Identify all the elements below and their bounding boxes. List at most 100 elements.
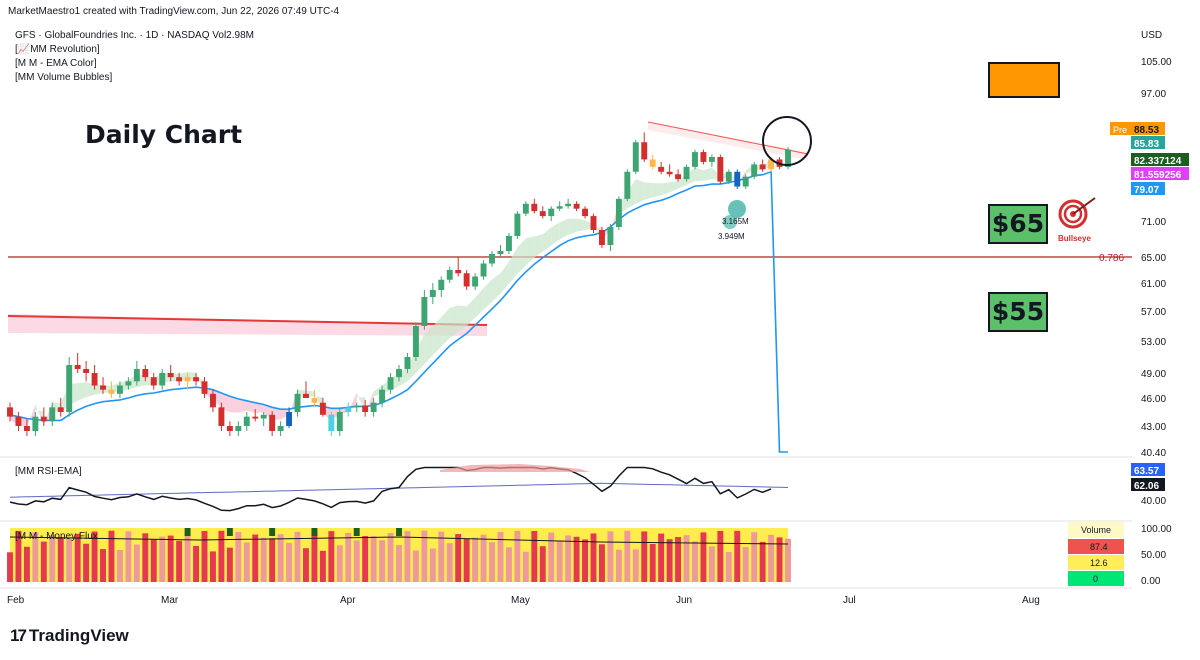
flux-bar xyxy=(277,534,284,582)
flux-bar xyxy=(311,530,318,582)
volume-box-value: 87.4 xyxy=(1090,542,1108,552)
flux-bar xyxy=(57,537,64,582)
ema-ribbon-segment xyxy=(483,279,493,310)
price-tag-box xyxy=(1131,153,1189,166)
target-55-sign: $55 xyxy=(988,292,1048,332)
candle-body xyxy=(218,407,225,426)
indicator-ema-color[interactable]: [M M - EMA Color] xyxy=(15,58,97,69)
flux-bar xyxy=(345,532,352,582)
candle xyxy=(455,257,462,277)
time-axis-label: May xyxy=(511,595,530,606)
candle-body xyxy=(23,426,30,431)
flux-bar xyxy=(142,533,149,582)
flux-bar xyxy=(548,532,555,582)
ema-ribbon-segment xyxy=(508,247,518,284)
trend-zone xyxy=(648,122,808,160)
candle-body xyxy=(438,279,445,290)
volume-box-yellow xyxy=(1068,555,1124,570)
candle xyxy=(15,412,22,431)
candle-body xyxy=(463,273,470,287)
candle-body xyxy=(573,203,580,209)
flux-bar xyxy=(125,531,132,582)
candle xyxy=(666,164,673,177)
tradingview-brand: TradingView xyxy=(28,626,129,645)
candle-body xyxy=(708,157,715,162)
flux-bar xyxy=(708,546,715,582)
flux-bar xyxy=(243,542,250,582)
candle xyxy=(573,201,580,212)
flux-bar xyxy=(387,533,394,582)
time-axis-label: Aug xyxy=(1022,595,1040,606)
candle-body xyxy=(404,357,411,369)
volume-bubble-label: 3.949M xyxy=(718,232,745,241)
price-tag-value: 81.559256 xyxy=(1134,170,1182,181)
flux-bar xyxy=(717,530,724,582)
flux-bar xyxy=(455,534,462,582)
flux-bar xyxy=(751,532,758,582)
flux-bar xyxy=(565,535,572,582)
flux-bar xyxy=(159,536,166,582)
candle xyxy=(658,161,665,175)
candle xyxy=(759,159,766,172)
flux-top-mark xyxy=(311,528,318,536)
price-tag-value: 82.337124 xyxy=(1134,156,1182,167)
candle-body xyxy=(785,149,791,167)
flux-bar xyxy=(319,550,326,582)
candle-body xyxy=(100,385,106,390)
flux-bar xyxy=(49,535,56,582)
flux-bar xyxy=(472,537,479,582)
candle xyxy=(438,276,445,297)
rsi-line xyxy=(9,466,772,512)
bullseye-ring xyxy=(1063,204,1083,224)
candle-body xyxy=(692,152,698,167)
fib-level-label: 0.786 xyxy=(1099,253,1124,264)
price-tag-box xyxy=(1131,167,1189,180)
indicator-volume-bubbles[interactable]: [MM Volume Bubbles] xyxy=(15,72,113,83)
price-tick-label: 43.00 xyxy=(1141,422,1166,433)
candle xyxy=(226,421,233,436)
ema-ribbon-segment xyxy=(635,179,645,204)
candle xyxy=(641,132,648,162)
pre-tag-box xyxy=(1110,122,1132,135)
candle-body xyxy=(505,236,512,251)
ema-ribbon-segment xyxy=(644,182,653,200)
ema-ribbon-segment xyxy=(26,404,36,428)
symbol-line[interactable]: GFS · GlobalFoundries Inc. · 1D · NASDAQ… xyxy=(15,30,254,41)
ema-ribbon-segment xyxy=(407,350,416,382)
candle xyxy=(83,361,90,382)
price-tick-label: 97.00 xyxy=(1141,89,1166,100)
flux-bar xyxy=(303,548,309,582)
tradingview-logo[interactable]: 17 TradingView xyxy=(10,626,129,646)
flux-bar xyxy=(100,549,106,582)
candle-body xyxy=(74,365,81,369)
candle xyxy=(311,389,318,408)
candle xyxy=(108,381,115,398)
candle-body xyxy=(472,276,479,287)
flux-bar xyxy=(421,530,428,582)
ema-ribbon-segment xyxy=(424,326,433,365)
candle-body xyxy=(675,174,682,180)
candle-body xyxy=(734,171,741,187)
volume-bubble-small xyxy=(723,215,737,229)
flux-panel-title: [M M - Money Flux xyxy=(15,531,98,542)
candle xyxy=(167,365,174,382)
candle xyxy=(632,139,639,175)
indicator-mm-revolution[interactable]: [📈MM Revolution] xyxy=(15,44,100,55)
ema-ribbon-segment xyxy=(492,273,501,302)
flux-bar xyxy=(40,541,47,582)
candle-body xyxy=(336,412,343,431)
candle xyxy=(505,233,512,254)
candle-body xyxy=(548,208,555,217)
candle-body xyxy=(91,373,98,386)
candle-body xyxy=(607,227,614,245)
currency-label[interactable]: USD xyxy=(1141,30,1163,41)
candle-body xyxy=(294,393,301,412)
ema-ribbon-segment xyxy=(686,167,695,186)
candle xyxy=(277,421,284,436)
ema-ribbon-segment xyxy=(415,334,425,373)
flux-bar xyxy=(184,532,191,582)
price-tick-label: 53.00 xyxy=(1141,337,1166,348)
rsi-tag-ema xyxy=(1131,463,1165,476)
candle-body xyxy=(658,166,665,172)
